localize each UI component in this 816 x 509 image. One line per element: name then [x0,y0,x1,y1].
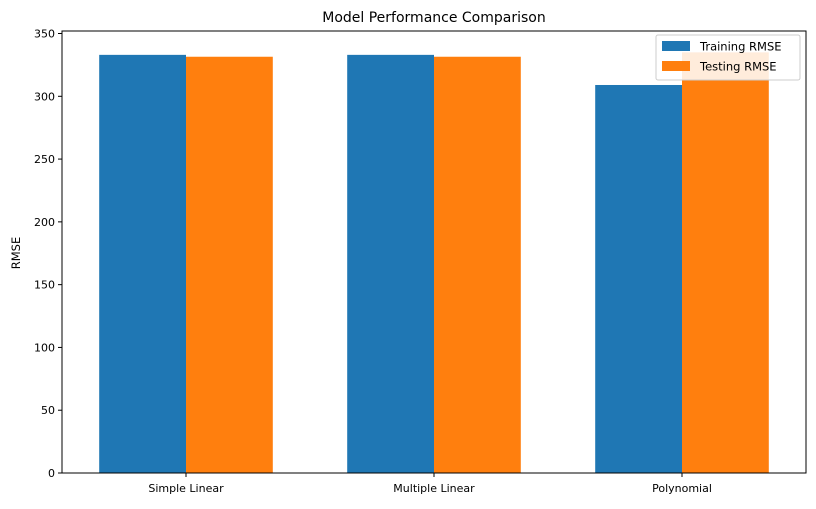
legend-box [655,34,801,81]
y-tick-label: 50 [41,404,55,417]
legend-swatch-training-rmse [662,41,690,51]
bar-testing-rmse-simple-linear [186,56,273,474]
bar-training-rmse-multiple-linear [347,54,434,474]
bar-testing-rmse-polynomial [682,52,769,473]
y-tick-label: 350 [34,28,55,41]
legend: Training RMSE Testing RMSE [655,34,801,81]
y-tick-label: 0 [48,467,55,480]
legend-label-testing-rmse: Testing RMSE [699,60,777,74]
x-tick-label: Polynomial [652,482,712,495]
y-axis-title: RMSE [9,237,23,269]
bar-training-rmse-simple-linear [99,54,186,474]
y-tick-label: 150 [34,279,55,292]
bar-training-rmse-polynomial [595,84,682,474]
legend-label-training-rmse: Training RMSE [699,40,782,54]
x-tick-label: Simple Linear [148,482,224,495]
chart-title: Model Performance Comparison [322,10,545,26]
x-tick-label: Multiple Linear [393,482,475,495]
plot-area-frame [61,30,807,474]
y-tick-label: 200 [34,216,55,229]
y-tick-label: 100 [34,341,55,354]
bar-testing-rmse-multiple-linear [434,56,521,474]
y-tick-label: 300 [34,90,55,103]
ticks-layer: 0 50 100 150 200 250 300 350 Simple Linear Multip… [34,28,712,495]
y-tick-label: 250 [34,153,55,166]
bars-layer [99,52,769,474]
legend-swatch-testing-rmse [662,61,690,71]
